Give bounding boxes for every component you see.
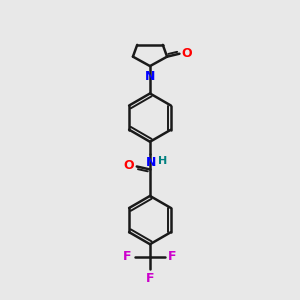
Text: F: F: [168, 250, 177, 263]
Text: O: O: [182, 46, 192, 60]
Text: N: N: [146, 156, 156, 169]
Text: F: F: [123, 250, 132, 263]
Text: F: F: [146, 272, 154, 286]
Text: H: H: [158, 156, 167, 166]
Text: N: N: [145, 70, 155, 83]
Text: O: O: [123, 158, 134, 172]
